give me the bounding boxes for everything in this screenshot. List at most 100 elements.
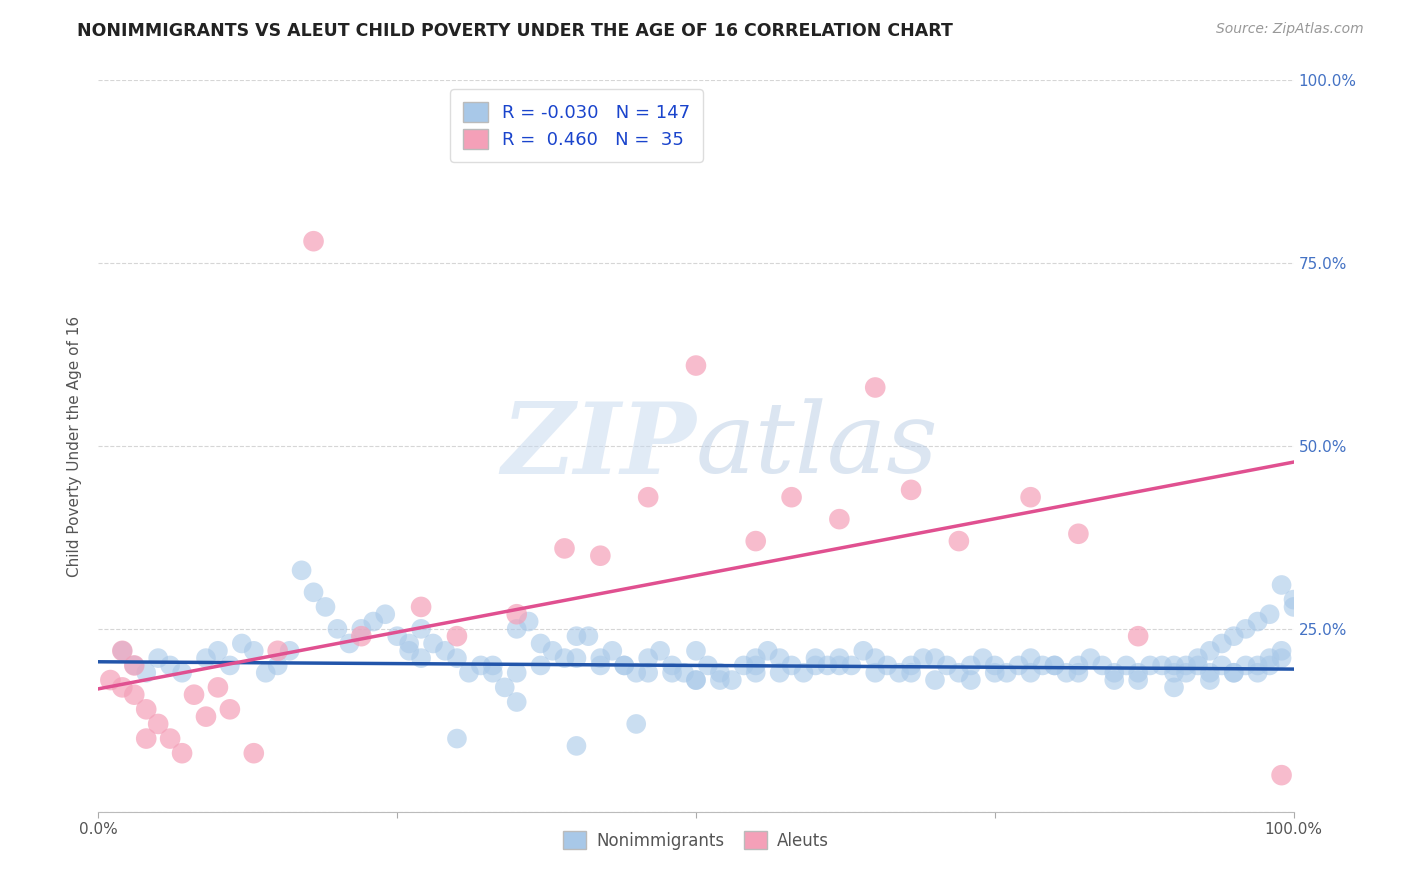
- Point: [172, 665, 194, 680]
- Point: [972, 651, 994, 665]
- Point: [637, 651, 659, 665]
- Point: [470, 658, 492, 673]
- Point: [195, 651, 218, 665]
- Point: [111, 681, 134, 695]
- Point: [1043, 658, 1066, 673]
- Point: [243, 746, 266, 760]
- Point: [494, 681, 516, 695]
- Point: [626, 665, 648, 680]
- Point: [578, 629, 600, 643]
- Point: [1199, 673, 1222, 687]
- Point: [1104, 665, 1126, 680]
- Point: [661, 658, 683, 673]
- Point: [1187, 658, 1209, 673]
- Point: [589, 658, 612, 673]
- Point: [254, 665, 277, 680]
- Point: [363, 615, 385, 629]
- Point: [135, 702, 157, 716]
- Point: [589, 549, 612, 563]
- Point: [865, 651, 887, 665]
- Point: [302, 234, 325, 248]
- Point: [865, 380, 887, 394]
- Point: [159, 658, 181, 673]
- Point: [1032, 658, 1054, 673]
- Point: [1175, 658, 1198, 673]
- Point: [685, 673, 707, 687]
- Point: [709, 673, 731, 687]
- Point: [804, 658, 827, 673]
- Point: [111, 644, 134, 658]
- Point: [1080, 651, 1102, 665]
- Point: [1067, 526, 1090, 541]
- Point: [148, 717, 170, 731]
- Point: [530, 658, 553, 673]
- Point: [637, 665, 659, 680]
- Y-axis label: Child Poverty Under the Age of 16: Child Poverty Under the Age of 16: [67, 316, 83, 576]
- Point: [1199, 644, 1222, 658]
- Point: [1234, 658, 1257, 673]
- Text: NONIMMIGRANTS VS ALEUT CHILD POVERTY UNDER THE AGE OF 16 CORRELATION CHART: NONIMMIGRANTS VS ALEUT CHILD POVERTY UND…: [77, 22, 953, 40]
- Point: [1211, 658, 1233, 673]
- Point: [207, 681, 229, 695]
- Point: [900, 658, 922, 673]
- Point: [124, 658, 146, 673]
- Point: [148, 651, 170, 665]
- Point: [709, 665, 731, 680]
- Point: [1139, 658, 1161, 673]
- Point: [626, 717, 648, 731]
- Point: [1258, 658, 1281, 673]
- Point: [422, 636, 444, 650]
- Point: [1152, 658, 1174, 673]
- Point: [804, 651, 827, 665]
- Point: [517, 615, 540, 629]
- Point: [780, 490, 803, 504]
- Point: [984, 665, 1007, 680]
- Point: [828, 651, 851, 665]
- Point: [541, 644, 564, 658]
- Point: [554, 651, 576, 665]
- Point: [1271, 651, 1294, 665]
- Point: [948, 534, 970, 549]
- Point: [124, 688, 146, 702]
- Point: [231, 636, 253, 650]
- Point: [745, 665, 768, 680]
- Point: [434, 644, 457, 658]
- Point: [613, 658, 636, 673]
- Point: [685, 359, 707, 373]
- Point: [900, 483, 922, 497]
- Point: [1019, 665, 1042, 680]
- Point: [1271, 578, 1294, 592]
- Point: [924, 673, 946, 687]
- Point: [673, 665, 696, 680]
- Point: [1247, 658, 1270, 673]
- Point: [1056, 665, 1078, 680]
- Point: [865, 665, 887, 680]
- Point: [267, 644, 290, 658]
- Point: [1128, 629, 1150, 643]
- Point: [780, 658, 803, 673]
- Point: [326, 622, 349, 636]
- Legend: Nonimmigrants, Aleuts: Nonimmigrants, Aleuts: [554, 823, 838, 858]
- Point: [565, 629, 588, 643]
- Point: [733, 658, 755, 673]
- Point: [648, 644, 672, 658]
- Point: [1067, 665, 1090, 680]
- Point: [506, 665, 529, 680]
- Point: [995, 665, 1018, 680]
- Text: Source: ZipAtlas.com: Source: ZipAtlas.com: [1216, 22, 1364, 37]
- Point: [219, 658, 242, 673]
- Point: [841, 658, 863, 673]
- Point: [756, 644, 779, 658]
- Point: [1115, 658, 1137, 673]
- Point: [481, 665, 505, 680]
- Point: [1223, 665, 1246, 680]
- Point: [350, 622, 373, 636]
- Point: [1163, 665, 1185, 680]
- Point: [302, 585, 325, 599]
- Point: [1043, 658, 1066, 673]
- Point: [889, 665, 911, 680]
- Point: [411, 651, 433, 665]
- Point: [960, 673, 983, 687]
- Point: [481, 658, 505, 673]
- Point: [960, 658, 983, 673]
